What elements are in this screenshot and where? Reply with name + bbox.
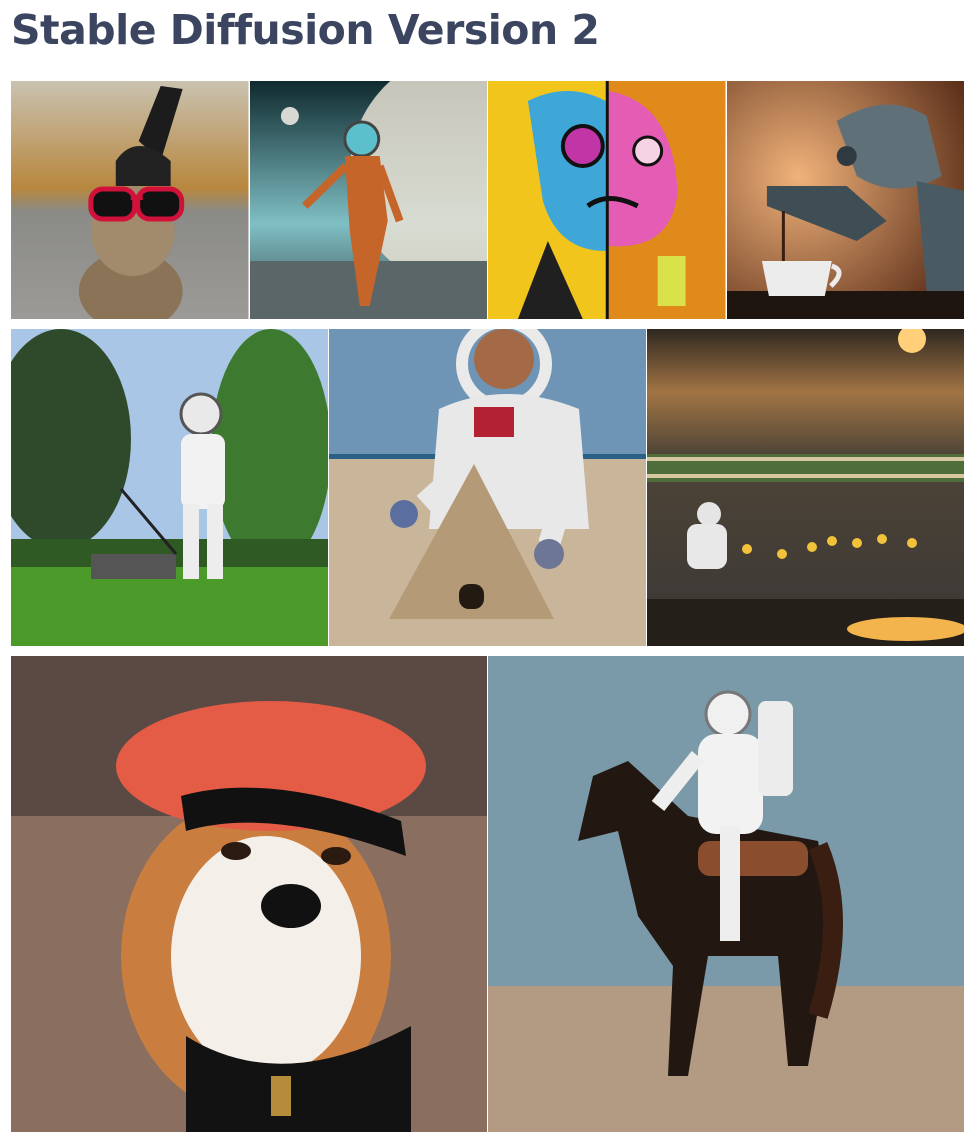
surreal-portrait-illustration (488, 81, 726, 319)
astronaut-ducklings-image[interactable] (647, 329, 964, 646)
astronaut-horse-image[interactable] (488, 656, 964, 1132)
shiba-beret-illustration (11, 656, 487, 1132)
astronaut-alien-planet-illustration (249, 81, 487, 319)
astronaut-mowing-image[interactable] (11, 329, 328, 646)
rabbit-sunglasses-image[interactable] (11, 81, 249, 319)
page-title: Stable Diffusion Version 2 (11, 6, 600, 54)
astronaut-sandcastle-illustration (329, 329, 646, 646)
gallery-row-3 (11, 656, 964, 1132)
robot-coffee-illustration (726, 81, 964, 319)
astronaut-horse-illustration (488, 656, 964, 1132)
shiba-beret-image[interactable] (11, 656, 487, 1132)
surreal-portrait-image[interactable] (488, 81, 726, 319)
gallery-row-2 (11, 329, 964, 646)
robot-coffee-image[interactable] (726, 81, 964, 319)
gallery-row-1 (11, 81, 964, 319)
astronaut-mowing-illustration (11, 329, 328, 646)
astronaut-ducklings-illustration (647, 329, 964, 646)
astronaut-sandcastle-image[interactable] (329, 329, 646, 646)
astronaut-alien-planet-image[interactable] (249, 81, 487, 319)
rabbit-sunglasses-illustration (11, 81, 249, 319)
